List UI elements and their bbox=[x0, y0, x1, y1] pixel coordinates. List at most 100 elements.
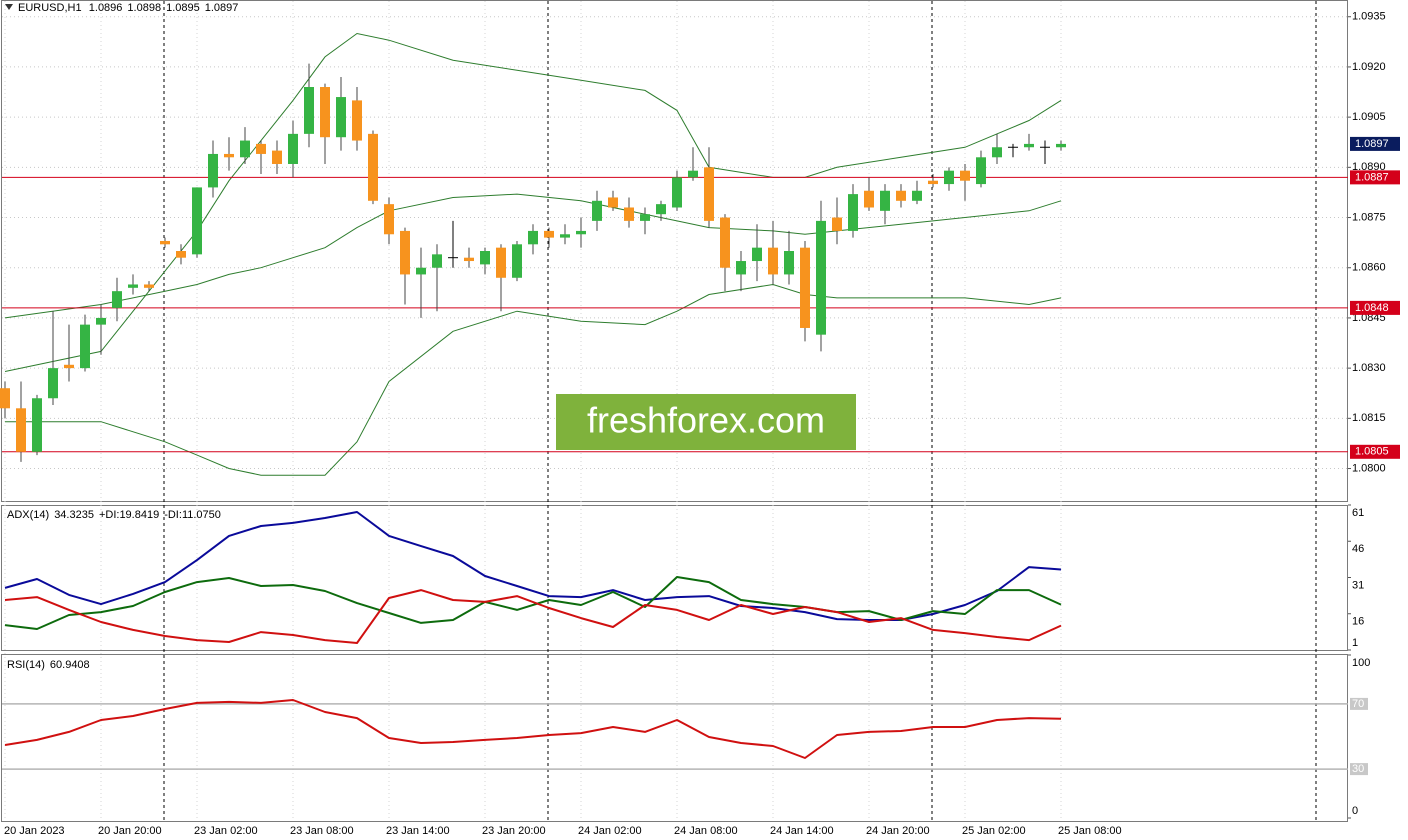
candle-body bbox=[992, 147, 1002, 158]
level-label: 30 bbox=[1352, 763, 1364, 775]
candle-body bbox=[848, 194, 858, 231]
candle-body bbox=[544, 230, 554, 238]
series-last-value: 34.3235 bbox=[54, 509, 94, 521]
x-tick-label: 20 Jan 20:00 bbox=[98, 825, 162, 837]
candle-body bbox=[560, 234, 570, 238]
y-tick-label: 31 bbox=[1352, 579, 1364, 591]
watermark: freshforex.com bbox=[587, 400, 825, 441]
candle-body bbox=[128, 284, 138, 288]
candle-body bbox=[864, 190, 874, 208]
candle-body bbox=[368, 133, 378, 201]
candle-body bbox=[160, 240, 170, 245]
panel-header: ADX(14) 34.3235 +DI:19.8419 -DI:11.0750 bbox=[7, 509, 221, 521]
series-last-value: 19.8419 bbox=[119, 509, 159, 521]
series-last-value: 11.0750 bbox=[182, 509, 221, 521]
y-tick-label: 1.0800 bbox=[1352, 462, 1386, 474]
symbol-header: EURUSD,H1 1.0896 1.0898 1.0895 1.0897 bbox=[18, 2, 238, 14]
candle-body bbox=[944, 170, 954, 185]
candle-body bbox=[624, 207, 634, 221]
candle-body bbox=[176, 251, 186, 258]
candle-body bbox=[352, 100, 362, 141]
candle-body bbox=[96, 317, 106, 325]
candle-body bbox=[752, 247, 762, 262]
candle-body bbox=[192, 187, 202, 255]
level-label-box bbox=[1350, 763, 1368, 776]
x-tick-label: 25 Jan 02:00 bbox=[962, 825, 1026, 837]
x-tick-label: 23 Jan 20:00 bbox=[482, 825, 546, 837]
x-tick-label: 24 Jan 14:00 bbox=[770, 825, 834, 837]
price-tag: 1.0848 bbox=[1355, 302, 1389, 314]
y-tick-label: 0 bbox=[1352, 805, 1358, 817]
indicator-line bbox=[4, 589, 1062, 644]
candle-body bbox=[976, 157, 986, 185]
candle-body bbox=[720, 217, 730, 268]
candle-body bbox=[896, 190, 906, 201]
candle-body bbox=[576, 230, 586, 235]
current-price: 1.0897 bbox=[1355, 138, 1389, 150]
candle-body bbox=[704, 167, 714, 221]
candle-body bbox=[288, 133, 298, 164]
candle-body bbox=[1056, 143, 1066, 148]
candle-body bbox=[64, 364, 74, 369]
symbol: EURUSD,H1 bbox=[18, 2, 81, 14]
candle-body bbox=[912, 190, 922, 201]
ohlc-open: 1.0896 bbox=[89, 2, 123, 14]
price-tag-box bbox=[1350, 444, 1400, 459]
candle-body bbox=[768, 247, 778, 275]
candle-body bbox=[496, 247, 506, 278]
candle-body bbox=[736, 261, 746, 275]
candle-body bbox=[1024, 143, 1034, 148]
candle-body bbox=[144, 284, 154, 288]
y-tick-label: 1.0860 bbox=[1352, 262, 1386, 274]
series-name: +DI: bbox=[99, 509, 119, 521]
current-price-box bbox=[1350, 136, 1400, 151]
ohlc-high: 1.0898 bbox=[127, 2, 161, 14]
candle-body bbox=[400, 230, 410, 275]
y-tick-label: 1.0815 bbox=[1352, 412, 1386, 424]
indicator-name: RSI(14) bbox=[7, 659, 45, 671]
candle-body bbox=[112, 291, 122, 308]
candle-body bbox=[480, 251, 490, 265]
candle-body bbox=[688, 170, 698, 178]
candle-body bbox=[832, 217, 842, 231]
y-tick-label: 1.0935 bbox=[1352, 11, 1386, 23]
candle-body bbox=[304, 87, 314, 134]
candle-body bbox=[816, 220, 826, 335]
candle-body bbox=[48, 368, 58, 399]
candle-body bbox=[32, 398, 42, 452]
panel-header: RSI(14) 60.9408 bbox=[7, 659, 90, 671]
y-tick-label: 46 bbox=[1352, 543, 1364, 555]
candle-body bbox=[16, 408, 26, 452]
y-tick-label: 16 bbox=[1352, 616, 1364, 628]
candle-body bbox=[784, 251, 794, 275]
candle-body bbox=[672, 177, 682, 208]
level-label-box bbox=[1350, 697, 1368, 710]
band-line bbox=[4, 193, 1062, 319]
series-name: -DI: bbox=[164, 509, 182, 521]
y-tick-label: 1.0920 bbox=[1352, 61, 1386, 73]
candle-body bbox=[272, 150, 282, 164]
candle-body bbox=[80, 324, 90, 369]
price-tag-box bbox=[1350, 170, 1400, 185]
candle-body bbox=[928, 180, 938, 185]
price-tag: 1.0887 bbox=[1355, 171, 1389, 183]
x-tick-label: 23 Jan 14:00 bbox=[386, 825, 450, 837]
x-tick-label: 23 Jan 08:00 bbox=[290, 825, 354, 837]
candle-body bbox=[320, 87, 330, 138]
ohlc-close: 1.0897 bbox=[205, 2, 239, 14]
main-panel-frame bbox=[1, 0, 1348, 502]
candle-body bbox=[608, 197, 618, 208]
y-tick-label: 1.0890 bbox=[1352, 161, 1386, 173]
band-line bbox=[5, 283, 1062, 476]
level-label: 70 bbox=[1352, 698, 1364, 710]
candle-body bbox=[880, 190, 890, 211]
candle-body bbox=[592, 200, 602, 221]
candle-body bbox=[528, 230, 538, 245]
y-tick-label: 1.0905 bbox=[1352, 111, 1386, 123]
x-tick-label: 25 Jan 08:00 bbox=[1058, 825, 1122, 837]
symbol-menu-icon bbox=[5, 4, 13, 10]
y-tick-label: 1.0830 bbox=[1352, 362, 1386, 374]
indicator-line bbox=[4, 699, 1062, 759]
